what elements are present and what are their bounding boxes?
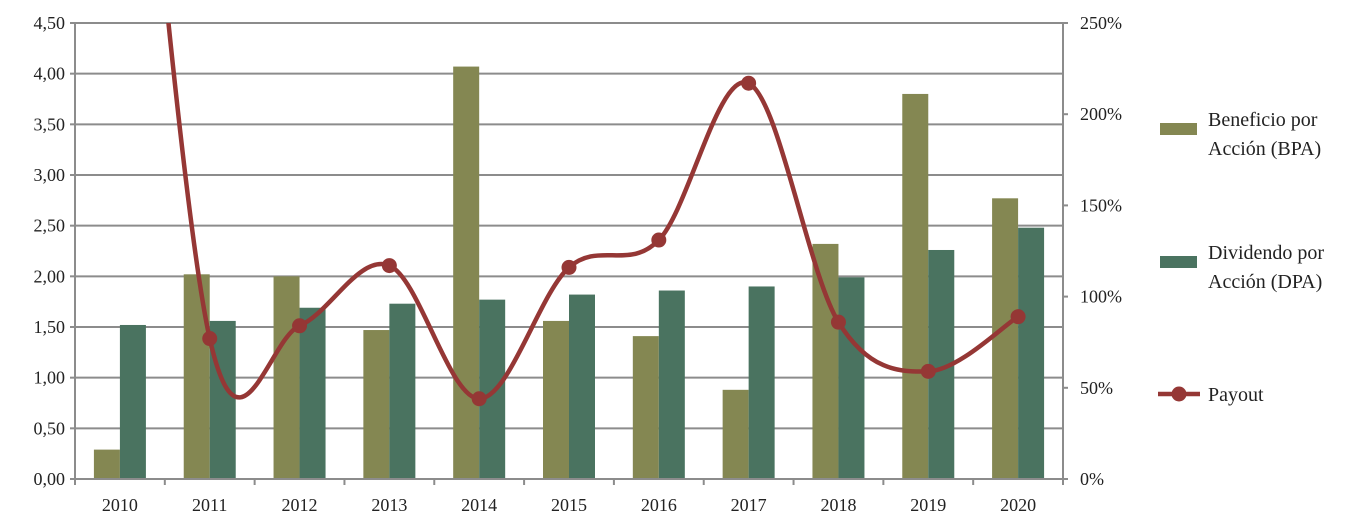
y-right-tick-label: 100% xyxy=(1080,287,1122,307)
payout-marker-2015 xyxy=(561,259,577,275)
y-right-tick-label: 50% xyxy=(1080,378,1113,398)
y-left-tick-label: 2,00 xyxy=(34,266,66,286)
payout-line xyxy=(166,23,1020,401)
x-tick-label: 2011 xyxy=(192,495,227,515)
y-right-tick-label: 200% xyxy=(1080,104,1122,124)
bar-dpa-2020 xyxy=(1018,227,1045,479)
bar-bpa-2010 xyxy=(93,449,120,479)
gridlines xyxy=(75,22,1063,480)
bar-bpa-2014 xyxy=(453,66,480,479)
y-left-tick-label: 4,50 xyxy=(34,13,66,33)
legend-label: Payout xyxy=(1208,384,1264,406)
payout-marker-2013 xyxy=(381,258,397,274)
y-right-tick-label: 250% xyxy=(1080,13,1122,33)
y-right-tick-label: 0% xyxy=(1080,469,1104,489)
x-tick-label: 2020 xyxy=(1000,495,1036,515)
y-right-tick-label: 150% xyxy=(1080,195,1122,215)
bar-dpa-2016 xyxy=(658,290,685,479)
y-left-tick-label: 3,50 xyxy=(34,114,66,134)
bar-bpa-2011 xyxy=(183,274,210,479)
y-left-tick-label: 1,00 xyxy=(34,368,66,388)
payout-marker-2019 xyxy=(920,363,936,379)
bar-bpa-2013 xyxy=(363,330,390,479)
y-left-tick-label: 3,00 xyxy=(34,165,66,185)
legend: Beneficio por Acción (BPA) Dividendo por Ac… xyxy=(1158,109,1324,406)
payout-line-group xyxy=(166,23,1026,407)
bar-dpa-2015 xyxy=(569,294,595,479)
bar-bpa-2019 xyxy=(902,93,929,479)
bar-dpa-2014 xyxy=(479,299,506,479)
y-left-tick-label: 2,50 xyxy=(34,216,66,236)
bar-dpa-2010 xyxy=(119,324,146,479)
x-tick-label: 2015 xyxy=(551,495,587,515)
payout-marker-2016 xyxy=(651,232,667,248)
y-left-tick-label: 4,00 xyxy=(34,64,66,84)
y-left-tick-label: 1,50 xyxy=(34,317,66,337)
y-left-tick-label: 0,00 xyxy=(34,469,66,489)
x-tick-label: 2014 xyxy=(461,495,497,515)
y-left-tick-label: 0,50 xyxy=(34,418,66,438)
bar-bpa-2018 xyxy=(812,243,839,479)
legend-label: Acción (DPA) xyxy=(1208,271,1322,293)
x-tick-label: 2010 xyxy=(102,495,138,515)
bar-dpa-2012 xyxy=(299,307,326,479)
bar-bpa-2016 xyxy=(632,336,659,479)
legend-swatch-dpa xyxy=(1160,256,1197,268)
bar-bpa-2020 xyxy=(992,198,1019,479)
payout-marker-2020 xyxy=(1010,309,1026,325)
bar-bpa-2012 xyxy=(273,276,300,479)
payout-marker-2018 xyxy=(830,314,846,330)
bar-bpa-2015 xyxy=(543,320,569,479)
x-tick-label: 2019 xyxy=(910,495,946,515)
bar-dpa-2013 xyxy=(389,303,416,479)
payout-marker-2011 xyxy=(202,331,218,347)
legend-label: Beneficio por xyxy=(1208,109,1318,131)
legend-swatch-payout-marker xyxy=(1171,386,1187,402)
x-tick-label: 2018 xyxy=(820,495,856,515)
legend-label: Acción (BPA) xyxy=(1208,138,1321,160)
bars xyxy=(93,66,1045,479)
payout-marker-2017 xyxy=(741,75,757,91)
bar-dpa-2018 xyxy=(838,277,865,479)
x-tick-label: 2016 xyxy=(641,495,677,515)
payout-marker-2012 xyxy=(292,318,308,334)
x-tick-label: 2017 xyxy=(731,495,767,515)
bar-bpa-2017 xyxy=(722,389,749,479)
payout-marker-2014 xyxy=(471,391,487,407)
legend-label: Dividendo por xyxy=(1208,242,1324,264)
x-tick-label: 2012 xyxy=(282,495,318,515)
legend-swatch-bpa xyxy=(1160,123,1197,135)
bar-dpa-2017 xyxy=(748,286,775,479)
axes: 0,00 0,50 1,00 1,50 2,00 2,50 3,00 3,50 4,00 4,50… xyxy=(34,13,1123,515)
x-tick-label: 2013 xyxy=(371,495,407,515)
